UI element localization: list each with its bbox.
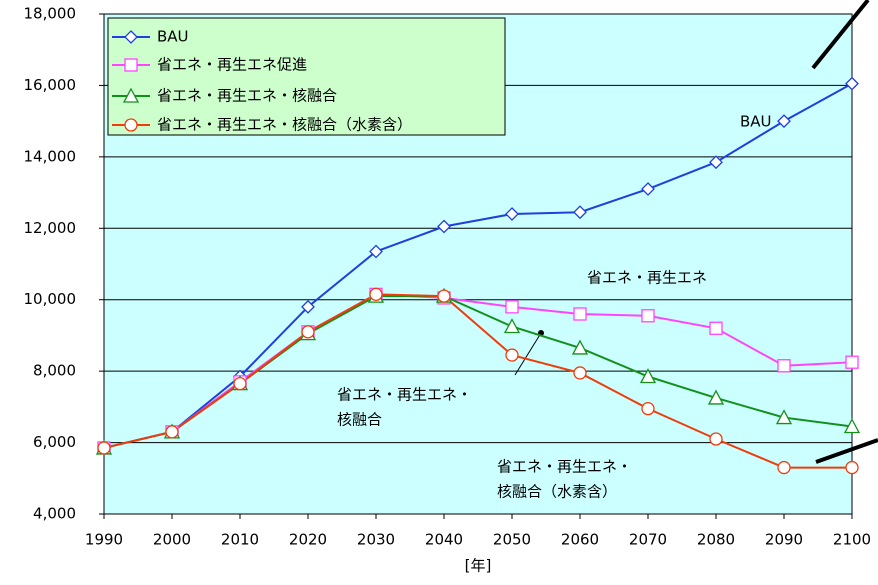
data-point bbox=[777, 114, 791, 129]
data-point bbox=[641, 401, 655, 416]
legend-label: BAU bbox=[157, 28, 189, 46]
y-tick-label: 16,000 bbox=[24, 76, 77, 94]
data-point bbox=[777, 359, 791, 373]
data-point bbox=[301, 325, 315, 339]
data-point bbox=[709, 321, 723, 335]
data-point bbox=[573, 366, 587, 380]
data-point bbox=[369, 244, 383, 259]
x-tick-label: 2060 bbox=[561, 531, 599, 549]
annotation: 省エネ・再生エネ bbox=[587, 269, 707, 287]
x-tick-label: 1990 bbox=[85, 531, 123, 549]
data-point bbox=[571, 339, 589, 355]
data-point bbox=[775, 409, 793, 425]
y-tick-label: 6,000 bbox=[33, 433, 76, 451]
legend-marker bbox=[124, 58, 138, 72]
data-point bbox=[709, 155, 723, 170]
y-tick-label: 10,000 bbox=[24, 290, 77, 308]
x-tick-label: 2010 bbox=[221, 531, 259, 549]
annotation: 省エネ・再生エネ・ bbox=[497, 458, 632, 476]
data-point bbox=[845, 355, 859, 369]
data-point bbox=[165, 425, 179, 439]
x-tick-label: 2090 bbox=[765, 531, 803, 549]
y-tick-label: 8,000 bbox=[33, 362, 76, 380]
data-point bbox=[843, 418, 861, 434]
data-point bbox=[505, 207, 519, 221]
x-tick-label: 2080 bbox=[697, 531, 735, 549]
data-point bbox=[639, 368, 657, 384]
data-point bbox=[505, 300, 519, 314]
data-point bbox=[233, 376, 247, 391]
legend-marker bbox=[124, 30, 138, 44]
decor-line bbox=[811, 0, 870, 70]
legend-label: 省エネ・再生エネ・核融合 bbox=[157, 87, 337, 105]
annotation: 核融合 bbox=[337, 411, 382, 429]
series-line bbox=[103, 293, 853, 449]
annotation: 省エネ・再生エネ・ bbox=[337, 386, 472, 404]
x-tick-label: 2030 bbox=[357, 531, 395, 549]
legend-box bbox=[107, 17, 506, 136]
data-point bbox=[437, 289, 451, 303]
data-point bbox=[97, 441, 111, 455]
data-point bbox=[437, 219, 451, 234]
x-axis-label: [年] bbox=[465, 557, 492, 575]
x-tick-label: 2100 bbox=[833, 531, 871, 549]
legend-marker bbox=[124, 118, 138, 132]
data-point bbox=[505, 348, 519, 362]
data-point bbox=[845, 76, 859, 91]
legend-label: 省エネ・再生エネ促進 bbox=[157, 56, 307, 74]
x-tick-label: 2070 bbox=[629, 531, 667, 549]
x-tick-label: 2000 bbox=[153, 531, 191, 549]
annotation: BAU bbox=[740, 113, 772, 131]
y-tick-label: 18,000 bbox=[24, 5, 77, 23]
data-point bbox=[641, 182, 655, 196]
data-point bbox=[709, 432, 723, 446]
series-line bbox=[103, 82, 853, 449]
data-point bbox=[641, 309, 655, 323]
y-tick-label: 12,000 bbox=[24, 219, 77, 237]
data-point bbox=[573, 205, 587, 220]
x-tick-label: 2050 bbox=[493, 531, 531, 549]
data-point bbox=[845, 460, 859, 475]
legend-marker bbox=[122, 87, 140, 103]
x-tick-label: 2040 bbox=[425, 531, 463, 549]
annotation: 核融合（水素含） bbox=[497, 483, 617, 501]
data-point bbox=[301, 299, 315, 314]
data-point bbox=[573, 307, 587, 321]
data-point bbox=[369, 287, 383, 302]
x-tick-label: 2020 bbox=[289, 531, 327, 549]
data-point bbox=[503, 318, 521, 334]
y-tick-label: 4,000 bbox=[33, 505, 76, 523]
series-line bbox=[103, 293, 852, 469]
data-point bbox=[777, 460, 791, 475]
y-tick-label: 14,000 bbox=[24, 147, 77, 165]
decor-line bbox=[815, 438, 878, 464]
legend-label: 省エネ・再生エネ・核融合（水素含） bbox=[157, 116, 412, 134]
data-point bbox=[707, 389, 725, 405]
pointer-line bbox=[514, 332, 542, 376]
